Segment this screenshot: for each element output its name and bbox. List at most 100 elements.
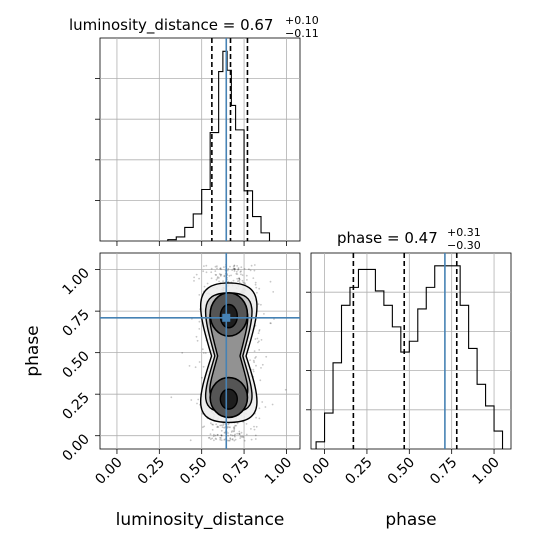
density-contour [219, 388, 238, 410]
sample-point [194, 366, 197, 369]
sample-point [219, 436, 221, 439]
sample-point [244, 283, 247, 286]
title-luminosity-distance-plus: +0.10 [285, 14, 319, 27]
sample-point [253, 350, 256, 352]
sample-point [205, 271, 208, 274]
sample-point [215, 423, 218, 426]
sample-point [235, 272, 238, 275]
sample-point [270, 322, 272, 325]
sample-point [223, 266, 225, 268]
sample-point [233, 434, 236, 437]
sample-point [241, 435, 244, 438]
sample-point [250, 428, 252, 430]
luminosity-distance-histogram [167, 50, 271, 241]
sample-point [234, 268, 237, 270]
x-axis-label-phase: phase [385, 510, 436, 530]
sample-point [240, 436, 243, 438]
sample-point [218, 280, 221, 283]
sample-point [214, 265, 217, 268]
sample-point [240, 273, 242, 276]
sample-point [245, 433, 248, 436]
sample-point [219, 273, 222, 276]
sample-point [216, 265, 218, 268]
sample-point [202, 270, 205, 273]
sample-point [260, 367, 262, 369]
sample-point [237, 269, 239, 271]
sample-point [233, 270, 236, 272]
sample-point [228, 274, 231, 277]
sample-point [269, 322, 272, 324]
sample-point [223, 439, 226, 441]
sample-point [252, 370, 255, 373]
sample-point [257, 332, 260, 334]
joint-density-frame [99, 252, 301, 450]
sample-point [198, 328, 201, 330]
sample-point [272, 291, 275, 293]
sample-point [198, 320, 201, 323]
sample-point [231, 438, 234, 441]
sample-point [202, 365, 205, 368]
sample-point [233, 426, 236, 428]
sample-point [249, 269, 252, 272]
sample-point [230, 274, 233, 277]
sample-point [214, 434, 217, 437]
sample-point [240, 431, 243, 434]
x-tick-label-phase: 0.75 [427, 455, 460, 488]
sample-point [212, 423, 215, 426]
sample-point [237, 267, 240, 269]
sample-point [240, 266, 243, 269]
sample-point [220, 424, 223, 427]
sample-point [255, 425, 258, 428]
sample-point [254, 338, 257, 340]
sample-point [261, 401, 264, 403]
sample-point [220, 434, 223, 437]
sample-point [226, 269, 229, 272]
sample-point [228, 426, 230, 429]
sample-point [233, 267, 236, 270]
sample-point [243, 268, 246, 270]
sample-point [233, 429, 236, 432]
sample-point [223, 426, 226, 429]
sample-point [203, 425, 206, 428]
sample-point [258, 349, 261, 351]
sample-point [265, 355, 268, 358]
sample-point [216, 433, 219, 436]
sample-point [218, 277, 220, 279]
x-tick-label-luminosity-distance: 0.00 [92, 455, 125, 488]
title-luminosity-distance-minus: −0.11 [285, 27, 319, 40]
sample-point [259, 379, 262, 382]
sample-point [260, 303, 262, 306]
sample-point [229, 433, 232, 436]
sample-point [258, 329, 261, 331]
sample-point [236, 432, 239, 435]
sample-point [216, 434, 219, 436]
sample-point [210, 267, 213, 270]
sample-point [231, 438, 234, 440]
sample-point [232, 267, 235, 270]
sample-point [258, 407, 261, 410]
sample-point [254, 438, 257, 440]
sample-point [213, 433, 215, 436]
title-phase-minus: −0.30 [447, 239, 481, 252]
sample-point [263, 313, 265, 315]
sample-point [202, 352, 205, 354]
sample-point [213, 439, 215, 442]
ticks: 0.00 0.000.000.25 0.250.250.50 0.500.500.75… [59, 78, 503, 488]
sample-point [198, 277, 201, 280]
sample-point [255, 416, 257, 419]
x-tick-label-phase: 0.50 [385, 455, 418, 488]
sample-point [234, 435, 236, 438]
sample-point [252, 368, 255, 371]
sample-point [255, 356, 257, 358]
sample-point [211, 423, 214, 426]
sample-point [243, 282, 246, 284]
sample-point [226, 425, 229, 428]
sample-point [222, 280, 225, 282]
y-tick-label-phase: 0.25 [59, 390, 92, 423]
sample-point [239, 435, 242, 438]
sample-point [214, 437, 217, 440]
sample-point [211, 429, 214, 431]
sample-point [216, 267, 218, 270]
sample-point [238, 277, 241, 280]
sample-point [241, 274, 244, 276]
